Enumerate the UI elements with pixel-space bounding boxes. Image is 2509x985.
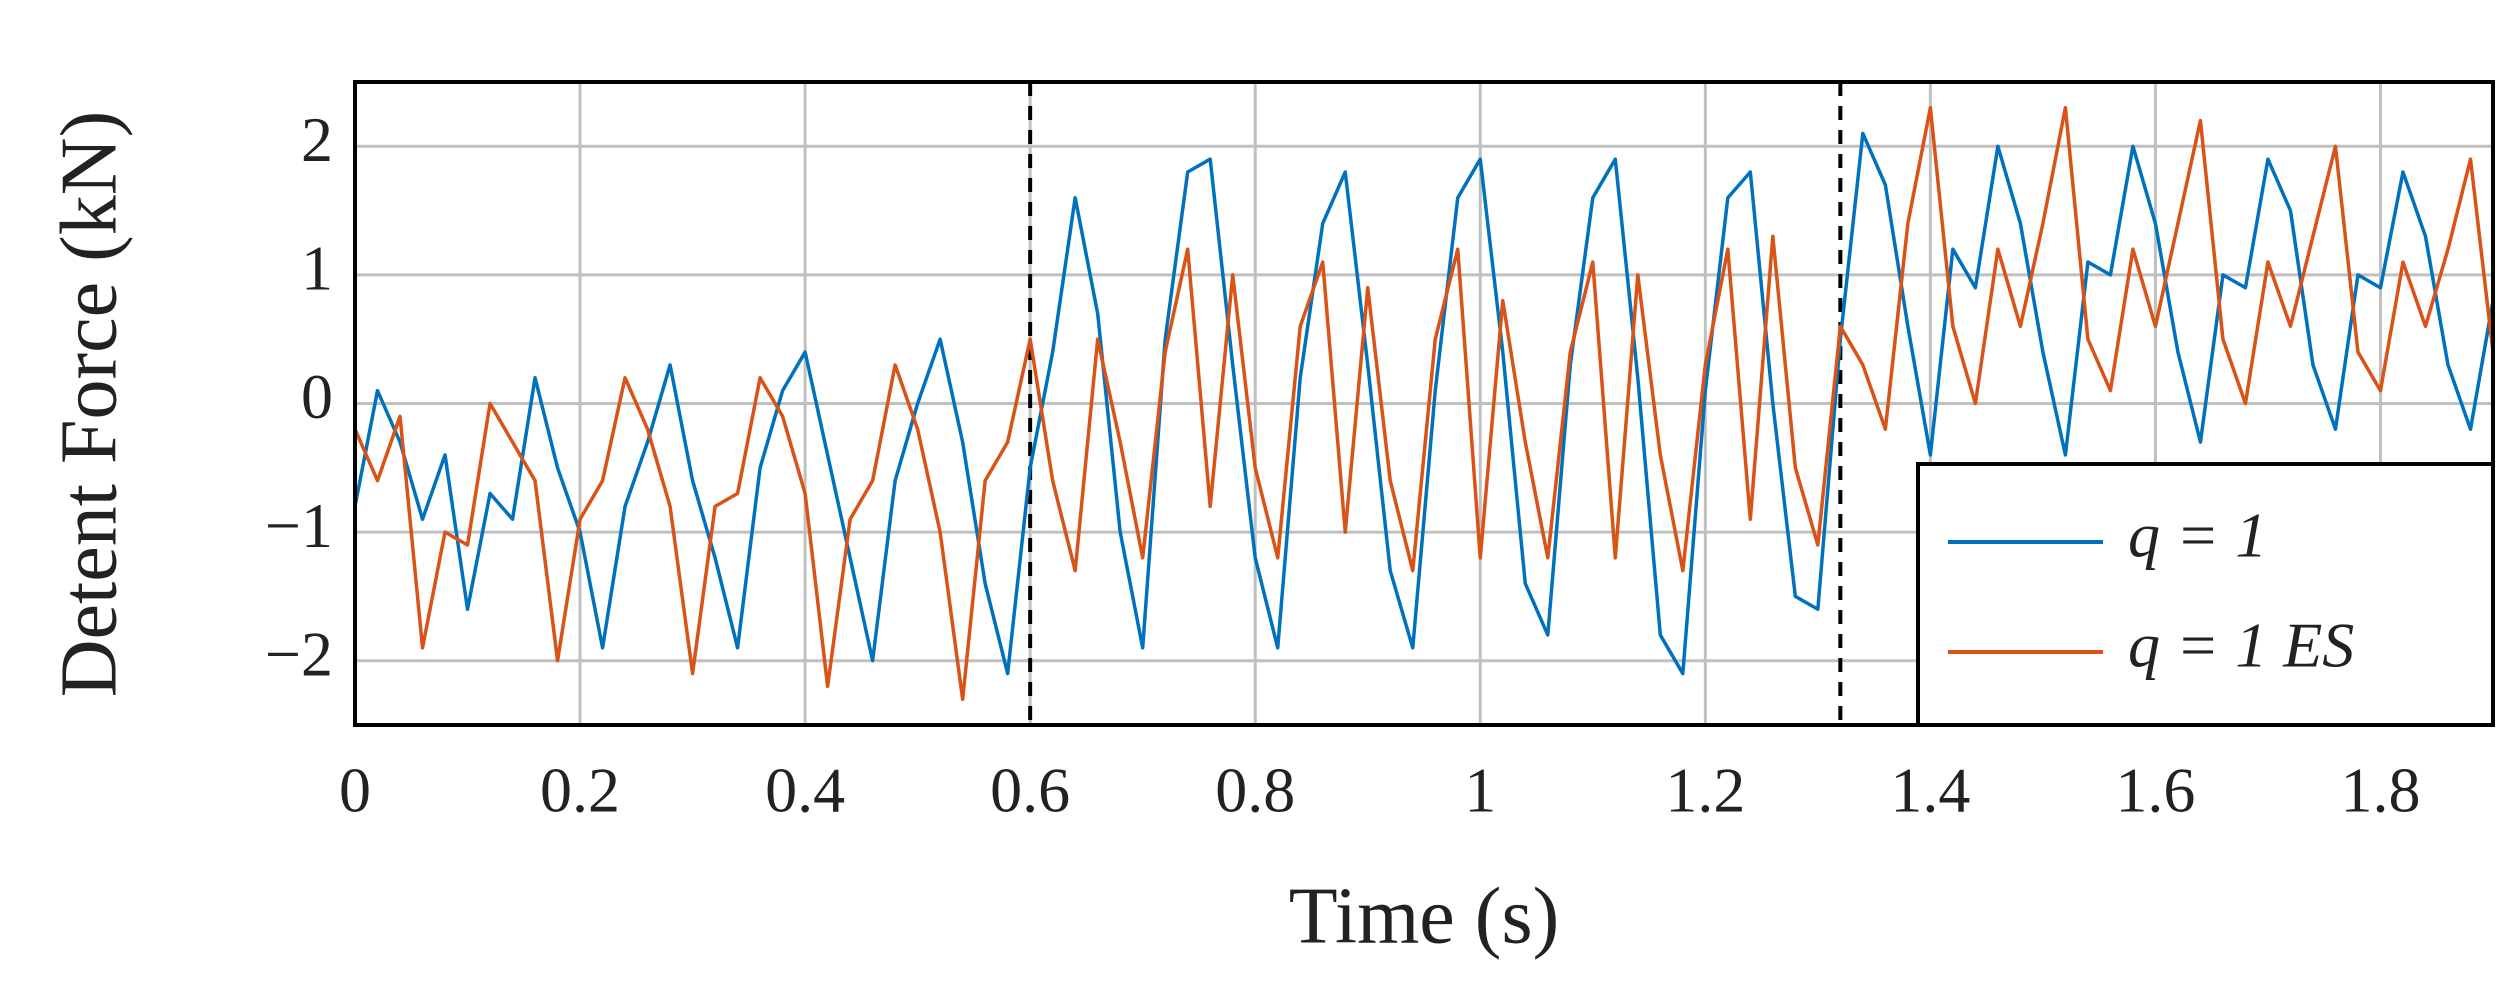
- x-tick-label: 1.6: [2115, 755, 2195, 826]
- x-tick-label: 1: [1464, 755, 1496, 826]
- x-tick-label: 0.2: [540, 755, 620, 826]
- x-tick-label: 1.8: [2340, 755, 2420, 826]
- y-tick-label: −1: [265, 490, 333, 561]
- y-tick-label: 0: [301, 361, 333, 432]
- x-tick-label: 1.4: [1890, 755, 1970, 826]
- legend-label: q = 1: [2128, 500, 2267, 571]
- y-tick-label: 2: [301, 104, 333, 175]
- x-tick-label: 0.6: [990, 755, 1070, 826]
- legend-box: [1916, 462, 2495, 727]
- y-tick-label: 1: [301, 233, 333, 304]
- legend-label: q = 1 ES: [2128, 610, 2354, 681]
- x-tick-label: 0.8: [1215, 755, 1295, 826]
- x-tick-label: 1.2: [1665, 755, 1745, 826]
- x-axis-label: Time (s): [1289, 872, 1559, 960]
- x-tick-label: 0: [339, 755, 371, 826]
- series-line: [355, 105, 2493, 702]
- x-tick-label: 0.4: [765, 755, 845, 826]
- y-tick-label: −2: [265, 618, 333, 689]
- plot-frame: [353, 80, 2495, 727]
- y-axis-label: Detent Force (kN): [45, 111, 133, 697]
